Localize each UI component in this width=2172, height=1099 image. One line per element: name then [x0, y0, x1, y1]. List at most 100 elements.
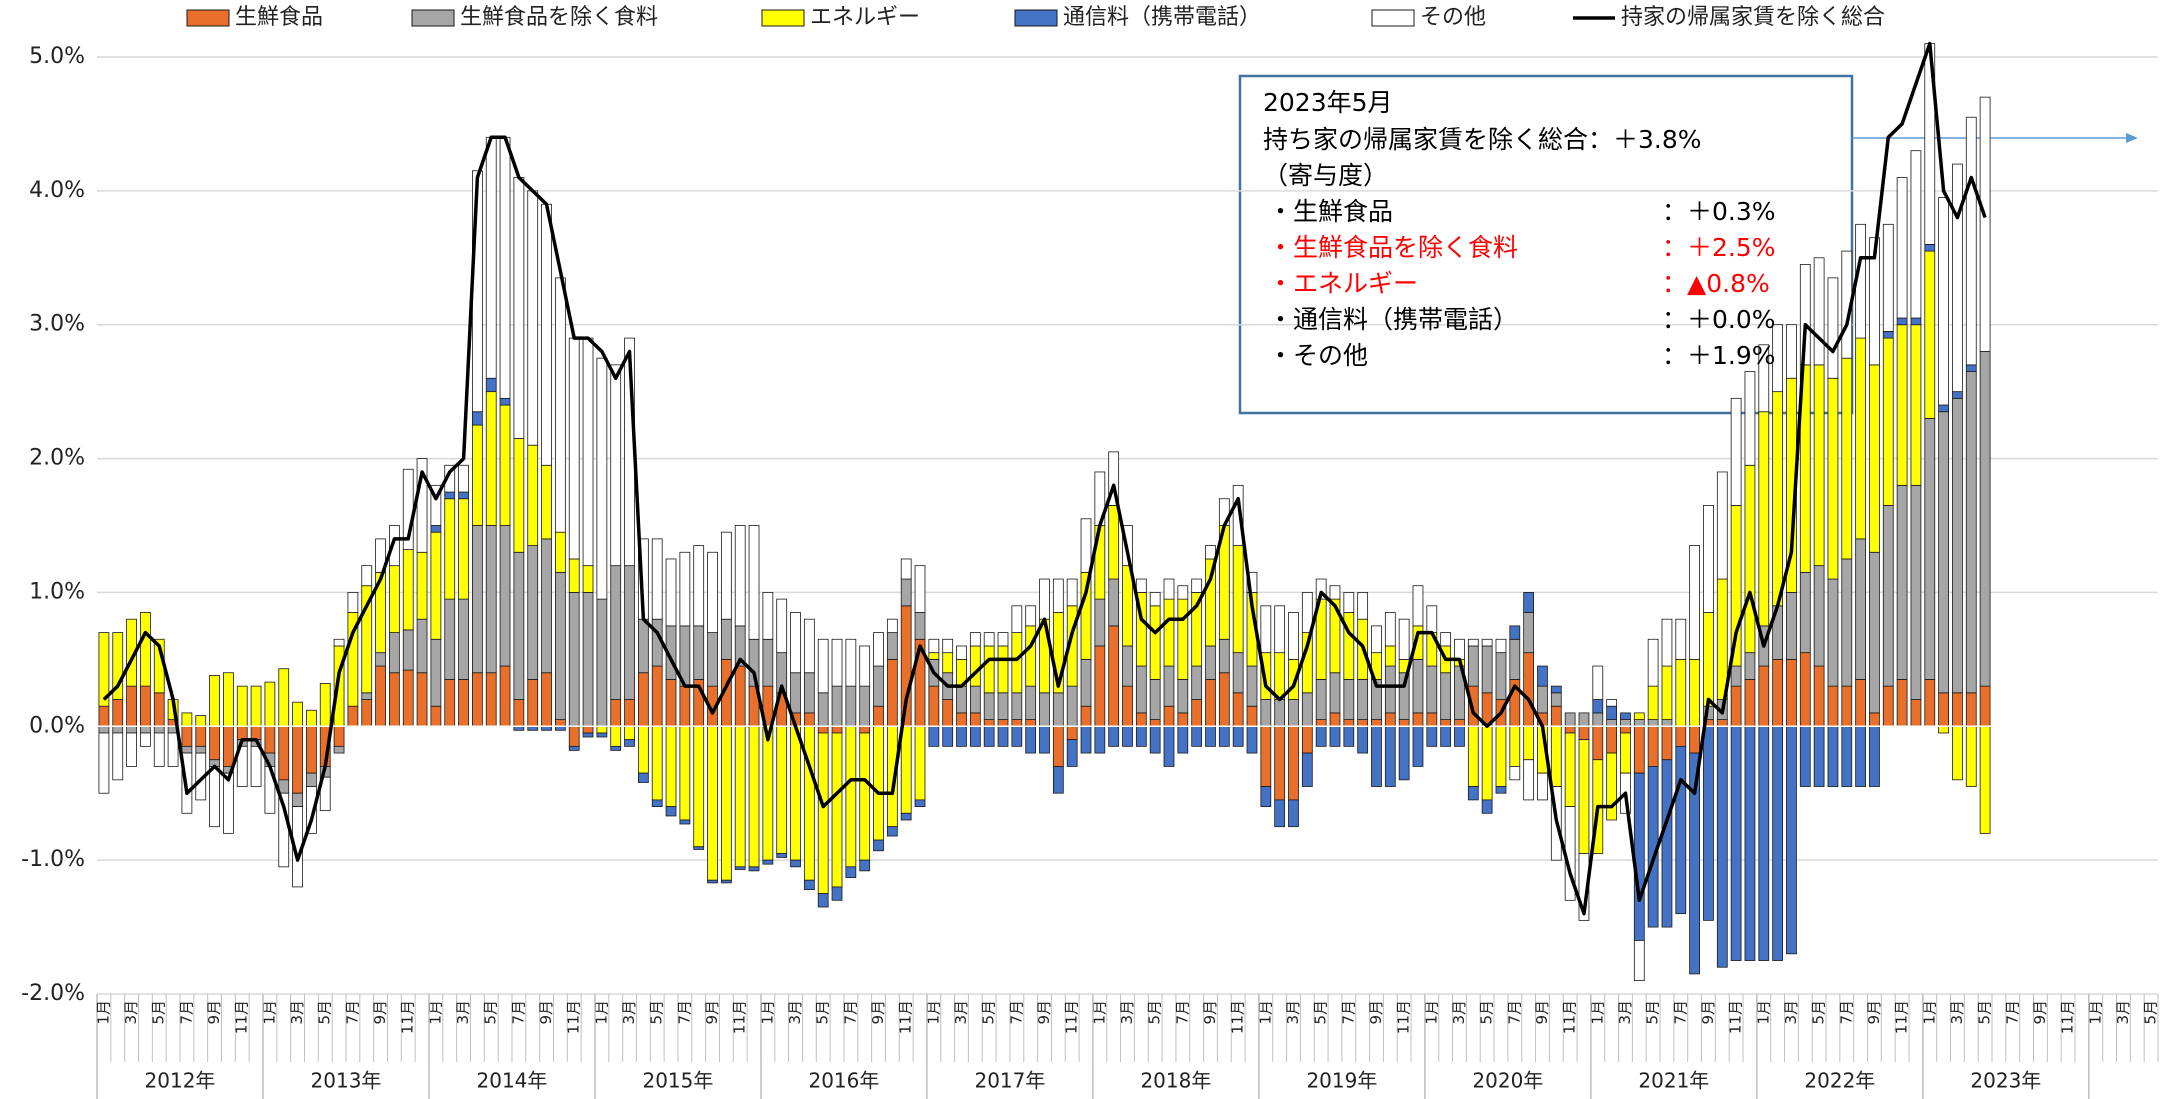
- bar-segment: [1924, 250, 1936, 419]
- bar-segment: [1675, 618, 1687, 660]
- bar-segment: [375, 538, 386, 573]
- bar-segment: [1703, 505, 1714, 613]
- bar-segment: [1813, 665, 1825, 727]
- bar-segment: [1647, 638, 1659, 687]
- bar-segment: [292, 725, 303, 794]
- bar-segment: [1495, 638, 1507, 654]
- bar-segment: [983, 632, 995, 647]
- bar-segment: [402, 549, 414, 631]
- bar-segment: [1467, 786, 1479, 801]
- bar-segment: [292, 792, 303, 808]
- bar-segment: [1509, 725, 1521, 767]
- x-tick-label: 11月: [233, 1000, 251, 1034]
- bars: [98, 43, 1991, 982]
- bar-segment: [1025, 719, 1037, 727]
- bar-segment: [98, 732, 110, 794]
- bar-segment: [1938, 411, 1949, 694]
- x-tick-label: 5月: [482, 1000, 500, 1025]
- bar-segment: [1661, 618, 1673, 667]
- bar-segment: [1661, 725, 1673, 761]
- bar-segment: [1467, 645, 1479, 687]
- x-tick-label: 11月: [399, 1000, 417, 1034]
- x-tick-label: 9月: [371, 1000, 389, 1025]
- bar-segment: [1537, 685, 1548, 714]
- bar-segment: [347, 705, 359, 727]
- y-tick-label: 0.0%: [29, 713, 85, 738]
- bar-segment: [250, 745, 262, 787]
- year-label: 2016年: [808, 1069, 879, 1093]
- x-tick-label: 1月: [1920, 1000, 1938, 1025]
- bar-segment: [416, 551, 428, 620]
- bar-segment: [582, 592, 594, 727]
- bar-segment: [485, 672, 497, 727]
- bar-segment: [98, 632, 110, 707]
- bar-segment: [209, 725, 220, 761]
- bar-segment: [1274, 699, 1286, 727]
- annotation-item-label: ・通信料（携帯電話）: [1268, 305, 1518, 334]
- bar-segment: [1896, 484, 1908, 680]
- bar-segment: [140, 732, 151, 747]
- bar-segment: [1799, 652, 1811, 727]
- bar-segment: [1716, 719, 1728, 727]
- bar-segment: [693, 625, 705, 680]
- bar-segment: [1191, 665, 1203, 700]
- bar-segment: [762, 592, 774, 640]
- bar-segment: [1384, 665, 1396, 714]
- bar-segment: [1177, 712, 1189, 727]
- bar-segment: [1384, 725, 1396, 787]
- bar-segment: [1384, 645, 1396, 667]
- bar-segment: [1163, 665, 1175, 707]
- bar-segment: [956, 725, 967, 747]
- bar-segment: [1633, 719, 1645, 727]
- bar-segment: [250, 725, 262, 741]
- x-tick-label: 3月: [454, 1000, 472, 1025]
- x-tick-label: 7月: [675, 1000, 693, 1025]
- bar-segment: [1163, 598, 1175, 667]
- x-tick-label: 5月: [1312, 1000, 1330, 1025]
- bar-segment: [1440, 672, 1452, 720]
- bar-segment: [1799, 725, 1811, 787]
- x-tick-label: 5月: [2142, 1000, 2160, 1025]
- bar-segment: [1606, 725, 1618, 754]
- x-tick-label: 5月: [316, 1000, 334, 1025]
- bar-segment: [1633, 712, 1645, 720]
- bar-segment: [928, 725, 940, 747]
- bar-segment: [1855, 337, 1866, 540]
- legend-label: 通信料（携帯電話）: [1063, 5, 1261, 30]
- bar-segment: [762, 725, 774, 861]
- bar-segment: [1786, 658, 1797, 727]
- bar-segment: [1827, 685, 1839, 727]
- bar-segment: [1952, 397, 1963, 694]
- bar-segment: [969, 632, 981, 647]
- x-tick-label: 7月: [2003, 1000, 2021, 1025]
- bar-segment: [845, 725, 857, 868]
- bar-segment: [1965, 725, 1977, 787]
- bar-segment: [1882, 331, 1894, 339]
- bar-segment: [361, 692, 373, 700]
- bar-segment: [859, 732, 871, 861]
- bar-segment: [859, 645, 871, 687]
- bar-segment: [1135, 712, 1147, 727]
- bar-segment: [1108, 578, 1120, 627]
- x-tick-label: 5月: [814, 1000, 832, 1025]
- bar-segment: [693, 846, 705, 850]
- bar-segment: [1965, 364, 1977, 372]
- bar-segment: [831, 886, 843, 901]
- y-tick-label: 1.0%: [29, 579, 85, 604]
- bar-segment: [1440, 632, 1452, 647]
- bar-segment: [900, 725, 912, 814]
- bar-segment: [969, 645, 981, 687]
- bar-segment: [1647, 719, 1659, 727]
- bar-segment: [679, 725, 691, 821]
- bar-segment: [582, 337, 594, 567]
- bar-segment: [1523, 725, 1535, 761]
- x-tick-label: 11月: [565, 1000, 583, 1034]
- bar-segment: [416, 672, 428, 727]
- bar-segment: [1855, 679, 1866, 727]
- bar-segment: [637, 672, 649, 727]
- bar-segment: [1052, 578, 1064, 613]
- x-tick-label: 7月: [1505, 1000, 1523, 1025]
- bar-segment: [969, 712, 981, 727]
- bar-segment: [1550, 685, 1562, 694]
- bar-segment: [956, 645, 967, 660]
